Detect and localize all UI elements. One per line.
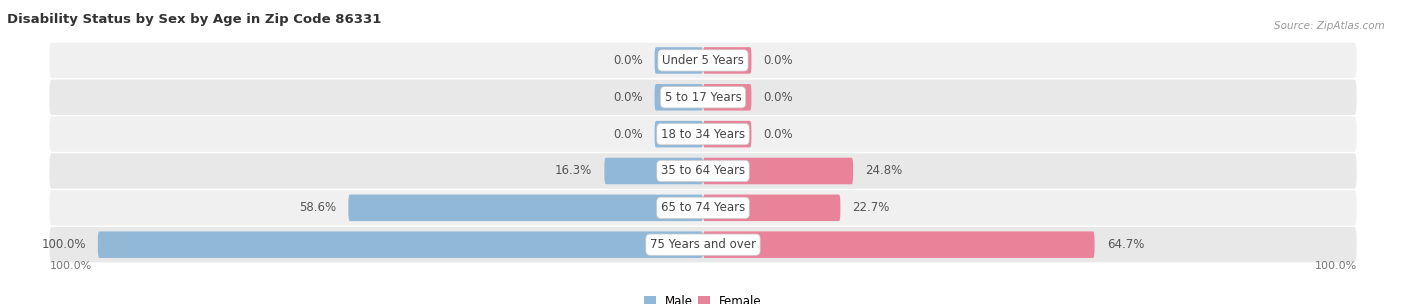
- Text: 64.7%: 64.7%: [1107, 238, 1144, 251]
- Text: 100.0%: 100.0%: [49, 261, 91, 271]
- Text: 22.7%: 22.7%: [852, 201, 890, 214]
- FancyBboxPatch shape: [49, 80, 1357, 115]
- Legend: Male, Female: Male, Female: [640, 290, 766, 304]
- Text: 35 to 64 Years: 35 to 64 Years: [661, 164, 745, 178]
- Text: 0.0%: 0.0%: [613, 91, 643, 104]
- Text: 18 to 34 Years: 18 to 34 Years: [661, 128, 745, 141]
- FancyBboxPatch shape: [703, 195, 841, 221]
- FancyBboxPatch shape: [703, 231, 1094, 258]
- FancyBboxPatch shape: [703, 47, 751, 74]
- Text: 75 Years and over: 75 Years and over: [650, 238, 756, 251]
- FancyBboxPatch shape: [49, 190, 1357, 226]
- Text: 100.0%: 100.0%: [1315, 261, 1357, 271]
- FancyBboxPatch shape: [49, 153, 1357, 189]
- FancyBboxPatch shape: [655, 84, 703, 111]
- Text: 16.3%: 16.3%: [555, 164, 592, 178]
- Text: 100.0%: 100.0%: [41, 238, 86, 251]
- Text: 0.0%: 0.0%: [763, 91, 793, 104]
- Text: Source: ZipAtlas.com: Source: ZipAtlas.com: [1274, 21, 1385, 31]
- FancyBboxPatch shape: [49, 116, 1357, 152]
- Text: Under 5 Years: Under 5 Years: [662, 54, 744, 67]
- FancyBboxPatch shape: [655, 47, 703, 74]
- Text: 24.8%: 24.8%: [865, 164, 903, 178]
- Text: Disability Status by Sex by Age in Zip Code 86331: Disability Status by Sex by Age in Zip C…: [7, 12, 381, 26]
- Text: 65 to 74 Years: 65 to 74 Years: [661, 201, 745, 214]
- FancyBboxPatch shape: [655, 121, 703, 147]
- FancyBboxPatch shape: [703, 121, 751, 147]
- FancyBboxPatch shape: [98, 231, 703, 258]
- Text: 5 to 17 Years: 5 to 17 Years: [665, 91, 741, 104]
- Text: 0.0%: 0.0%: [763, 54, 793, 67]
- Text: 0.0%: 0.0%: [613, 128, 643, 141]
- FancyBboxPatch shape: [49, 43, 1357, 78]
- Text: 0.0%: 0.0%: [763, 128, 793, 141]
- Text: 0.0%: 0.0%: [613, 54, 643, 67]
- FancyBboxPatch shape: [605, 158, 703, 184]
- FancyBboxPatch shape: [703, 158, 853, 184]
- Text: 58.6%: 58.6%: [299, 201, 336, 214]
- FancyBboxPatch shape: [49, 227, 1357, 262]
- FancyBboxPatch shape: [703, 84, 751, 111]
- FancyBboxPatch shape: [349, 195, 703, 221]
